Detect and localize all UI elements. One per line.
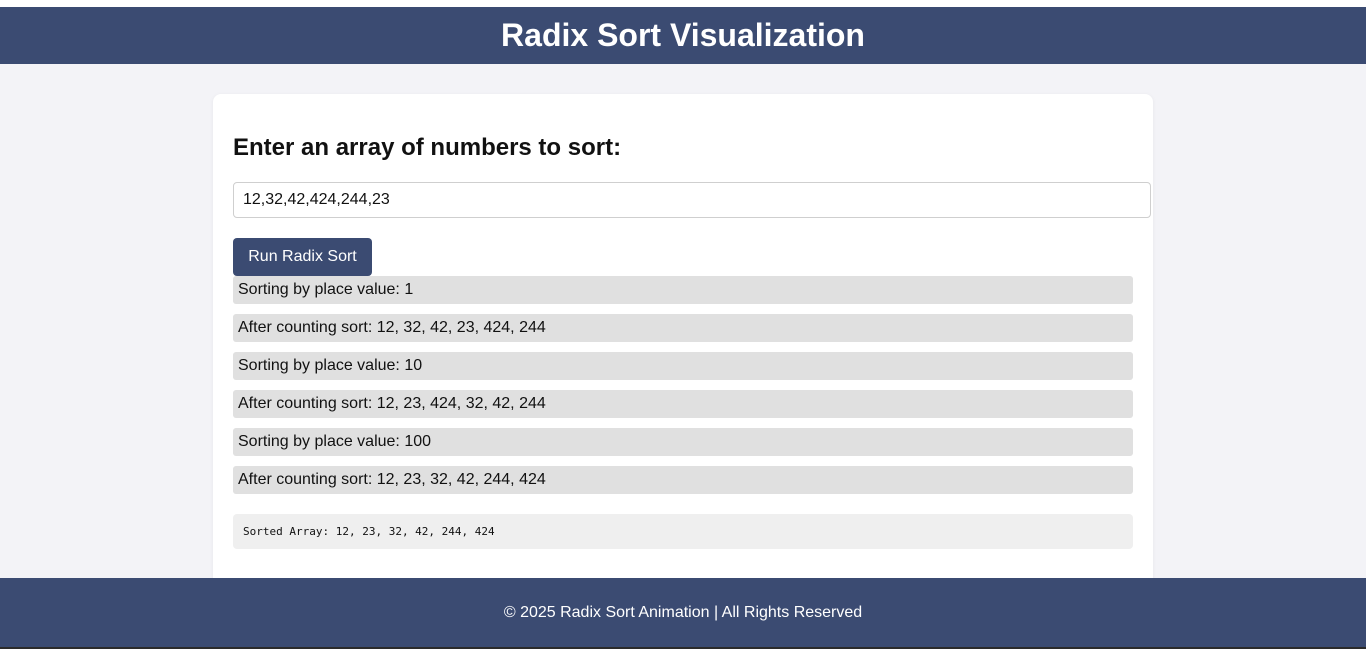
step-item: After counting sort: 12, 23, 32, 42, 244…	[233, 466, 1133, 494]
bottom-edge	[0, 647, 1366, 649]
app-header: Radix Sort Visualization	[0, 7, 1366, 64]
app-footer: © 2025 Radix Sort Animation | All Rights…	[0, 578, 1366, 647]
step-item: After counting sort: 12, 32, 42, 23, 424…	[233, 314, 1133, 342]
step-item: Sorting by place value: 1	[233, 276, 1133, 304]
sort-card: Enter an array of numbers to sort: Run R…	[213, 94, 1153, 614]
browser-top-strip	[0, 0, 1366, 7]
step-item: After counting sort: 12, 23, 424, 32, 42…	[233, 390, 1133, 418]
page-title: Radix Sort Visualization	[501, 17, 865, 53]
array-input[interactable]	[233, 182, 1151, 218]
run-radix-sort-button[interactable]: Run Radix Sort	[233, 238, 372, 276]
input-heading: Enter an array of numbers to sort:	[233, 134, 622, 161]
sorted-array-output: Sorted Array: 12, 23, 32, 42, 244, 424	[233, 514, 1133, 549]
sort-steps-list: Sorting by place value: 1 After counting…	[233, 276, 1133, 504]
footer-text: © 2025 Radix Sort Animation | All Rights…	[503, 603, 863, 621]
step-item: Sorting by place value: 10	[233, 352, 1133, 380]
step-item: Sorting by place value: 100	[233, 428, 1133, 456]
